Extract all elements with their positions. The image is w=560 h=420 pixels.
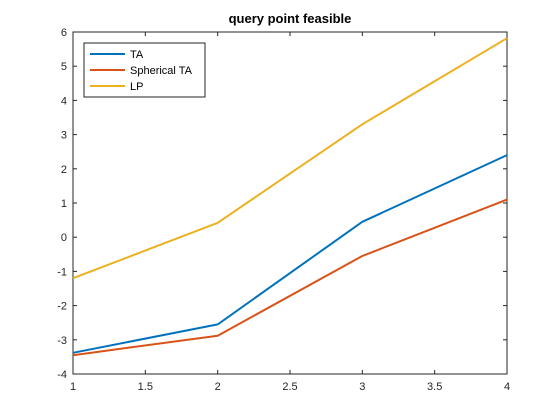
y-tick-label: 2 xyxy=(61,164,67,176)
x-tick-label: 2 xyxy=(215,381,221,393)
y-tick-label: 4 xyxy=(61,95,67,107)
x-tick-label: 3 xyxy=(359,381,365,393)
y-tick-label: 5 xyxy=(61,61,67,73)
legend-label: TA xyxy=(130,49,144,61)
x-tick-label: 3.5 xyxy=(427,381,442,393)
x-tick-label: 4 xyxy=(504,381,510,393)
y-tick-label: -1 xyxy=(57,266,67,278)
series-line-spherical-ta xyxy=(72,198,508,357)
legend-label: Spherical TA xyxy=(130,65,193,77)
y-tick-label: 6 xyxy=(61,27,67,39)
y-tick-label: -2 xyxy=(57,301,67,313)
axes: 1 1.5 2 2.5 3 3.5 4 -4 -3 -2 -1 0 1 2 3 4 5 6 xyxy=(57,27,510,393)
series-line-ta xyxy=(72,154,508,354)
y-tick-label: -3 xyxy=(57,335,67,347)
y-tick-label: -4 xyxy=(57,369,67,381)
x-tick-label: 1 xyxy=(70,381,76,393)
y-tick-label: 0 xyxy=(61,232,67,244)
series-line-lp xyxy=(72,37,508,280)
series-lines xyxy=(72,37,508,357)
x-tick-label: 2.5 xyxy=(282,381,297,393)
x-tick-label: 1.5 xyxy=(138,381,153,393)
y-tick-label: 3 xyxy=(61,130,67,142)
chart-title: query point feasible xyxy=(229,11,352,26)
legend: TA Spherical TA LP xyxy=(83,42,206,98)
legend-label: LP xyxy=(130,81,143,93)
y-tick-label: 1 xyxy=(61,198,67,210)
